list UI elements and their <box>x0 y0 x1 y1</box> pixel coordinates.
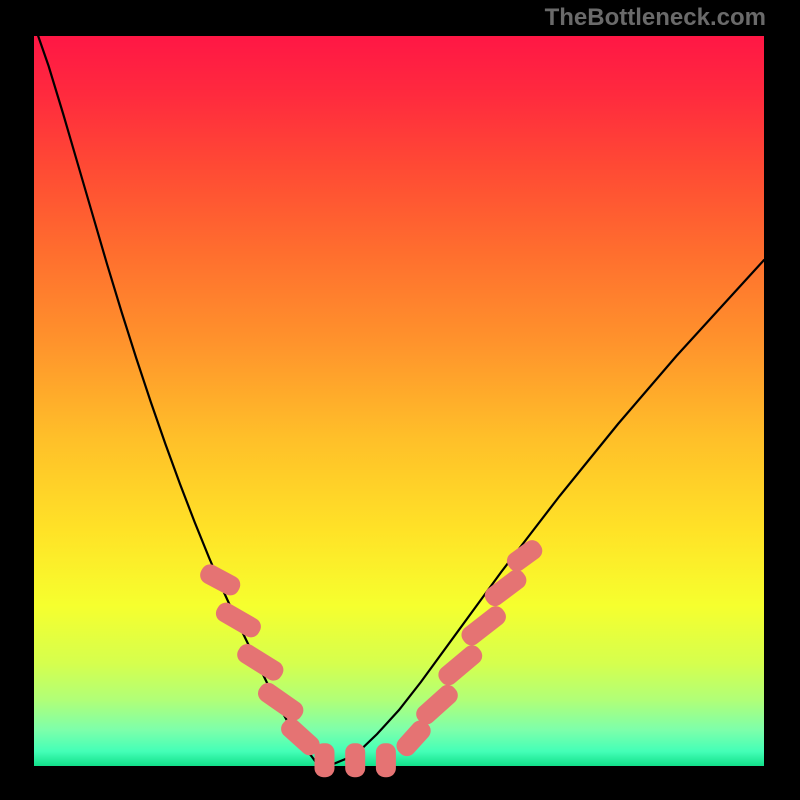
curve-node <box>254 679 306 724</box>
curve-node <box>315 743 335 777</box>
curve-node <box>412 681 461 728</box>
curve-node <box>197 561 243 598</box>
bottleneck-curve-right <box>319 260 764 766</box>
curve-nodes <box>197 537 546 778</box>
curve-node <box>234 641 287 684</box>
curve-node <box>345 743 365 777</box>
chart-root: TheBottleneck.com <box>0 0 800 800</box>
curve-node <box>458 603 510 650</box>
curve-node <box>376 743 396 777</box>
bottleneck-curve-left <box>34 24 319 766</box>
plot-area <box>34 36 764 766</box>
watermark-text: TheBottleneck.com <box>545 4 766 32</box>
curve-node <box>213 599 265 640</box>
curve-node <box>435 642 486 689</box>
curve-layer <box>34 36 764 766</box>
